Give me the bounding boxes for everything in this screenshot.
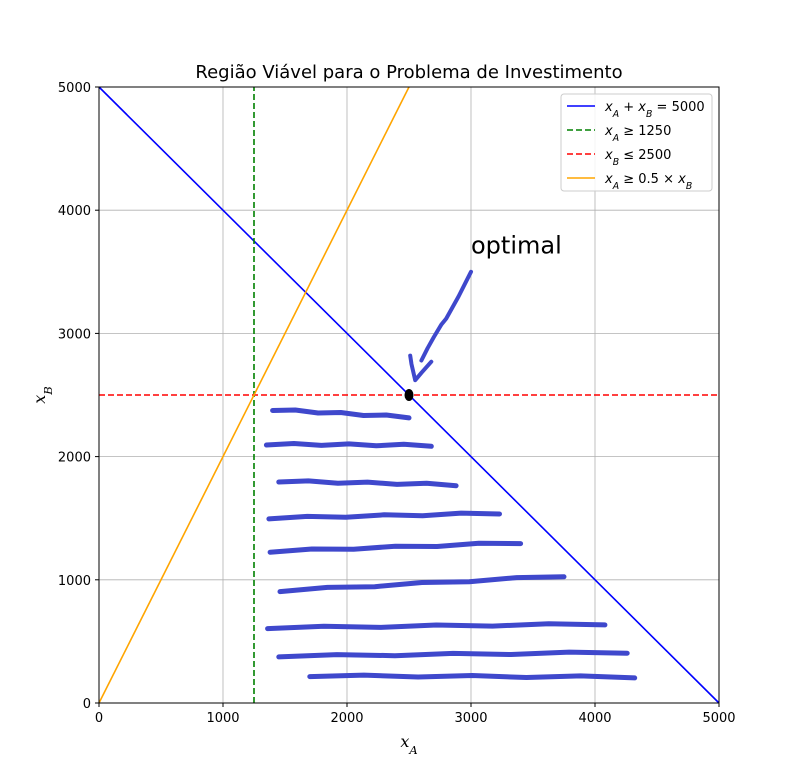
chart-title: Região Viável para o Problema de Investi… (195, 62, 622, 83)
arrow-head (408, 353, 434, 383)
plot-frame (98, 86, 720, 704)
series-line-4 (98, 86, 410, 704)
annotation-optimal-label: optimal (471, 231, 562, 259)
feasible-region-hatch (263, 407, 638, 681)
legend-label-1: xA + xB = 5000 (604, 100, 705, 120)
x-tick-label: 5000 (702, 711, 735, 726)
x-tick-label: 1000 (206, 711, 239, 726)
y-tick-label: 4000 (58, 204, 91, 219)
hatch-stroke-2 (263, 441, 434, 449)
x-tick-label: 0 (95, 711, 103, 726)
x-axis-title: xA (400, 732, 417, 757)
hatch-stroke-1 (270, 407, 412, 421)
x-tick-label: 3000 (454, 711, 487, 726)
y-axis-title-group: xB (30, 386, 55, 404)
y-tick-label: 0 (83, 697, 91, 712)
legend-label-3: xB ≤ 2500 (604, 148, 671, 168)
legend-label-4: xA ≥ 0.5 × xB (604, 172, 692, 192)
x-tick-label: 2000 (330, 711, 363, 726)
y-tick-label: 5000 (58, 81, 91, 96)
y-tick-label: 2000 (58, 451, 91, 466)
optimal-point (404, 389, 414, 401)
axes: 0 1000 2000 3000 4000 5000 0 1000 2000 3000 4000 50… (30, 81, 736, 757)
hatch-stroke-8 (276, 649, 630, 660)
y-axis-title: xB (30, 386, 55, 404)
optimal-annotation: optimal (404, 231, 562, 401)
hatch-stroke-7 (265, 621, 608, 632)
y-tick-label: 3000 (58, 327, 91, 342)
legend: xA + xB = 5000 xA ≥ 1250 xB ≤ 2500 xA ≥ 0.5… (560, 93, 713, 192)
hatch-stroke-5 (267, 540, 524, 555)
hatch-stroke-9 (307, 672, 638, 681)
x-tick-label: 4000 (578, 711, 611, 726)
arrow-shaft (419, 269, 473, 363)
legend-box (560, 93, 713, 192)
hatch-stroke-4 (266, 510, 502, 522)
legend-label-2: xA ≥ 1250 (604, 124, 671, 144)
hatch-stroke-3 (276, 478, 459, 489)
y-tick-label: 1000 (58, 574, 91, 589)
hatch-stroke-6 (277, 574, 567, 595)
